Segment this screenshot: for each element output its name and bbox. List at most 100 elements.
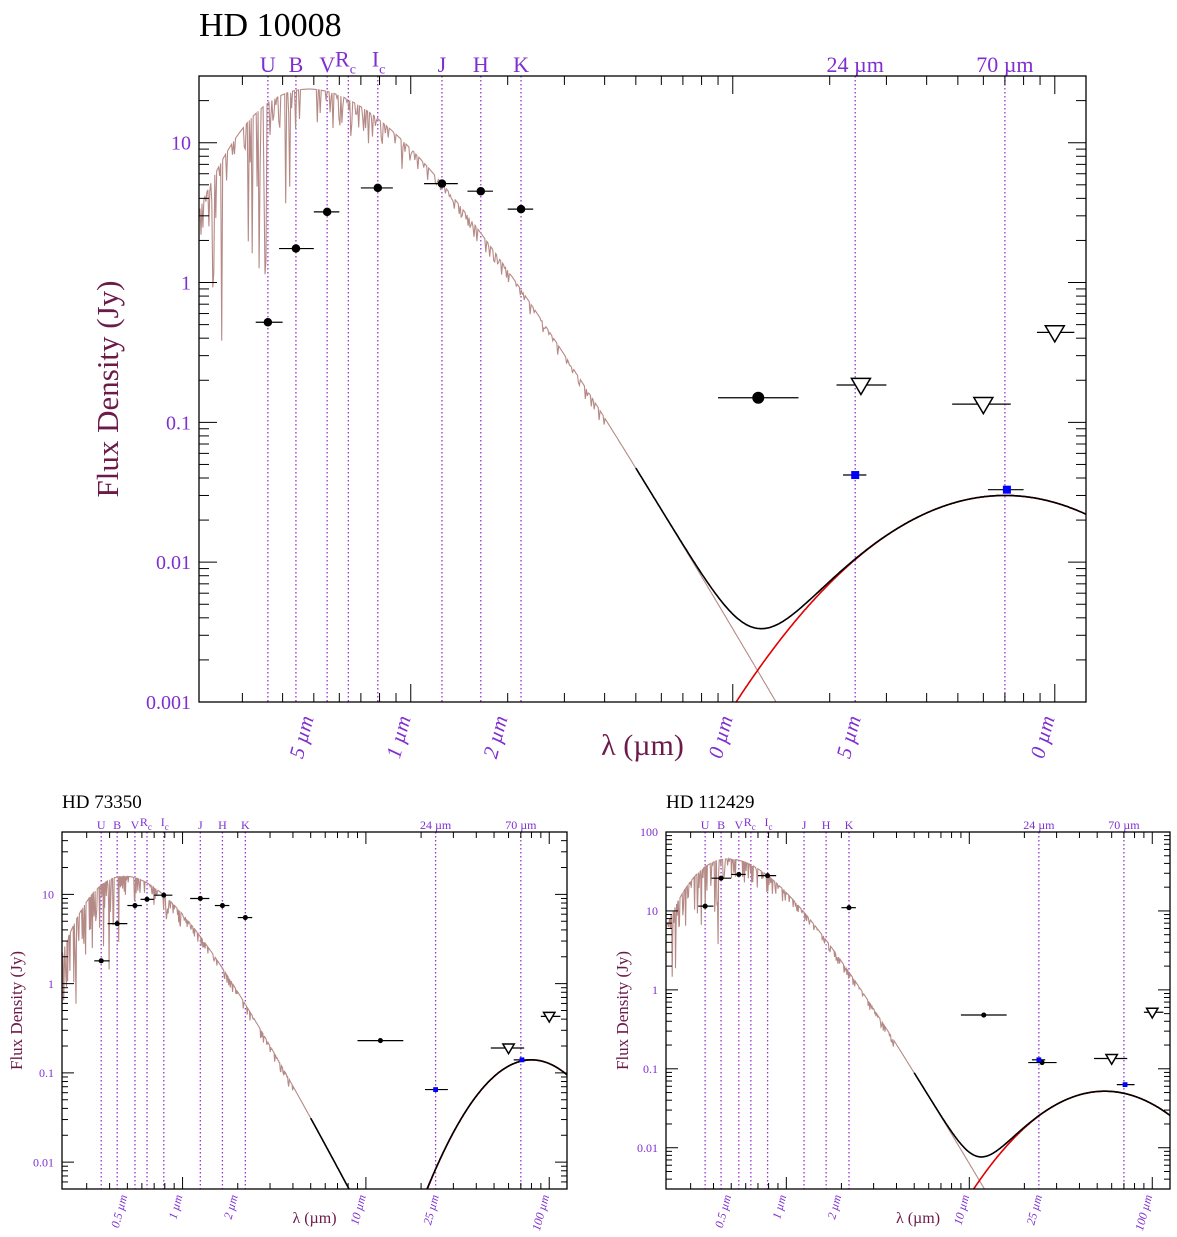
- ytick-label-3: 10: [646, 904, 658, 918]
- band-sub-4: c: [165, 822, 169, 832]
- phot-point-5: [197, 895, 203, 902]
- model-curves: [199, 88, 1086, 702]
- xtick-label-5: 0 µm: [1025, 713, 1059, 761]
- total-model-line: [913, 1072, 1170, 1158]
- mips-point-0: [1036, 1057, 1042, 1063]
- phot-point-3: [373, 183, 383, 193]
- dust-model-line: [426, 1059, 567, 1189]
- x-axis-title: λ (µm): [896, 1210, 940, 1227]
- ytick-label-1: 0.1: [39, 1066, 54, 1080]
- mips-point-1: [1002, 485, 1011, 494]
- xtick-label-4: 25 µm: [420, 1193, 442, 1226]
- xtick-label-5: 100 µm: [1132, 1193, 1155, 1232]
- phot-point-3: [144, 896, 150, 902]
- band-label-4: I: [372, 47, 379, 72]
- band-label-5: J: [438, 52, 447, 77]
- upper-limit-0: [1104, 1053, 1119, 1066]
- band-sub-3: c: [752, 822, 756, 832]
- total-model-line: [635, 467, 1086, 630]
- band-label-7: K: [513, 52, 529, 77]
- ytick-label-0: 0.01: [637, 1141, 658, 1155]
- x-axis-title: λ (µm): [601, 729, 684, 762]
- x-axis-title: λ (µm): [292, 1210, 336, 1227]
- band-label-8: 24 µm: [420, 818, 452, 832]
- upper-limit-2: [1043, 324, 1066, 344]
- band-sub-3: c: [350, 62, 356, 77]
- ytick-label-4: 10: [171, 133, 191, 155]
- y-axis-title: Flux Density (Jy): [90, 281, 125, 498]
- upper-limit-0: [850, 377, 872, 396]
- band-sub-4: c: [768, 822, 772, 832]
- phot-point-1: [718, 875, 724, 881]
- ytick-label-3: 1: [181, 273, 191, 295]
- band-label-8: 24 µm: [827, 52, 884, 77]
- xtick-label-0: 0.5 µm: [712, 1193, 734, 1229]
- band-label-2: V: [319, 52, 335, 77]
- band-sub-3: c: [148, 822, 152, 832]
- ytick-label-2: 1: [652, 983, 658, 997]
- upper-limit-0: [501, 1043, 516, 1056]
- band-label-9: 70 µm: [976, 52, 1033, 77]
- xtick-label-5: 100 µm: [529, 1193, 552, 1232]
- y-axis-title: Flux Density (Jy): [7, 951, 26, 1070]
- xtick-label-3: 10 µm: [347, 1193, 369, 1226]
- ytick-label-3: 10: [42, 888, 54, 902]
- band-label-0: U: [701, 818, 710, 832]
- xtick-label-2: 2 µm: [824, 1193, 844, 1221]
- phot-point-8: [377, 1038, 383, 1044]
- phot-point-4: [437, 179, 447, 188]
- phot-point-4: [161, 892, 167, 898]
- ytick-label-4: 100: [640, 825, 658, 839]
- band-sub-4: c: [379, 62, 385, 77]
- model-curves: [666, 856, 1170, 1189]
- total-model-line: [309, 1059, 567, 1189]
- xtick-label-0: 5 µm: [284, 713, 318, 761]
- band-label-9: 70 µm: [505, 818, 537, 832]
- xtick-label-4: 5 µm: [831, 713, 865, 761]
- phot-point-3: [765, 873, 771, 879]
- chart-title: HD 112429: [666, 792, 755, 813]
- phot-point-7: [752, 391, 765, 404]
- model-curves: [62, 875, 567, 1189]
- band-label-7: K: [845, 818, 854, 832]
- chart-title: HD 10008: [199, 7, 342, 44]
- stellar-model-line: [199, 88, 777, 702]
- upper-limit-1: [542, 1011, 557, 1024]
- band-label-2: V: [734, 818, 743, 832]
- phot-point-2: [322, 207, 332, 217]
- phot-point-5: [476, 186, 486, 196]
- xtick-label-2: 2 µm: [221, 1193, 241, 1221]
- axis-frame: [665, 831, 1171, 1190]
- stellar-model-line: [666, 856, 986, 1189]
- ytick-label-2: 1: [48, 977, 54, 991]
- xtick-label-2: 2 µm: [478, 713, 512, 761]
- phot-point-2: [132, 902, 138, 909]
- xtick-label-0: 0.5 µm: [108, 1193, 130, 1229]
- band-label-6: H: [822, 818, 831, 832]
- ytick-label-1: 0.01: [156, 552, 191, 574]
- upper-limit-1: [972, 396, 995, 416]
- band-label-4: I: [161, 815, 165, 829]
- dust-model-line: [972, 1090, 1170, 1189]
- band-label-3: R: [744, 815, 752, 829]
- band-label-0: U: [97, 818, 106, 832]
- upper-limit-1: [1145, 1007, 1160, 1020]
- band-label-0: U: [260, 52, 276, 77]
- xtick-label-4: 25 µm: [1024, 1193, 1046, 1226]
- phot-point-0: [263, 317, 273, 327]
- band-label-3: R: [335, 47, 350, 72]
- mips-point-1: [1122, 1082, 1128, 1088]
- ytick-label-0: 0.01: [33, 1155, 54, 1169]
- xtick-label-1: 1 µm: [381, 713, 415, 761]
- band-label-6: H: [473, 52, 489, 77]
- band-label-2: V: [131, 818, 140, 832]
- band-label-4: I: [764, 815, 768, 829]
- band-label-5: J: [198, 818, 203, 832]
- xtick-label-3: 10 µm: [951, 1193, 973, 1226]
- y-axis-title: Flux Density (Jy): [613, 951, 632, 1070]
- mips-point-1: [519, 1057, 525, 1063]
